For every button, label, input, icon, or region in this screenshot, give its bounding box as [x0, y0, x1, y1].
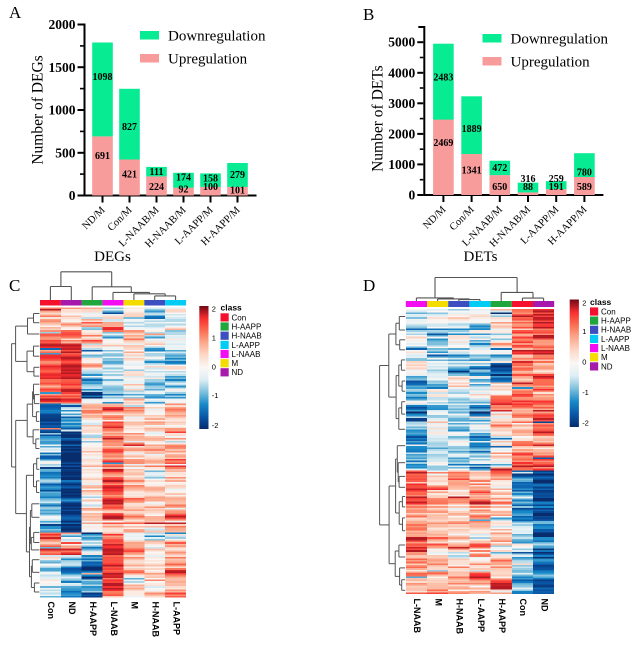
svg-text:Downregulation: Downregulation: [511, 32, 609, 48]
svg-text:L-NAAB: L-NAAB: [232, 350, 261, 359]
svg-text:H-NAAB: H-NAAB: [601, 326, 631, 335]
svg-text:M: M: [130, 602, 140, 610]
svg-text:2483: 2483: [433, 73, 453, 84]
svg-text:ND: ND: [67, 602, 77, 615]
svg-text:H-NAAB: H-NAAB: [455, 599, 465, 635]
svg-text:0: 0: [212, 363, 216, 372]
svg-text:class: class: [221, 303, 243, 313]
svg-text:1889: 1889: [462, 124, 482, 135]
svg-text:1500: 1500: [49, 60, 76, 75]
svg-text:B: B: [363, 5, 374, 24]
svg-text:1: 1: [582, 327, 586, 336]
svg-text:2469: 2469: [433, 138, 453, 149]
svg-text:2000: 2000: [388, 126, 415, 141]
svg-text:421: 421: [122, 170, 137, 181]
svg-text:L-AAPP: L-AAPP: [171, 602, 181, 636]
svg-text:-1: -1: [212, 391, 219, 400]
svg-text:691: 691: [95, 151, 110, 162]
svg-text:M: M: [433, 599, 443, 607]
svg-text:Con: Con: [46, 602, 56, 620]
svg-text:Upregulation: Upregulation: [511, 55, 591, 71]
svg-text:Upregulation: Upregulation: [168, 52, 248, 68]
svg-text:L-NAAB: L-NAAB: [601, 344, 630, 353]
svg-text:-2: -2: [212, 421, 219, 430]
svg-text:2: 2: [582, 299, 586, 308]
svg-text:H-NAAB: H-NAAB: [151, 602, 161, 638]
svg-text:L-AAPP: L-AAPP: [476, 599, 486, 633]
svg-text:4000: 4000: [388, 65, 415, 80]
svg-text:100: 100: [203, 182, 218, 193]
svg-text:L-AAPP: L-AAPP: [232, 341, 260, 350]
svg-text:589: 589: [577, 182, 592, 193]
svg-text:M: M: [601, 353, 608, 362]
svg-text:L-NAAB: L-NAAB: [412, 599, 422, 634]
svg-text:H-NAAB: H-NAAB: [232, 332, 262, 341]
svg-text:92: 92: [179, 185, 189, 196]
svg-text:class: class: [590, 297, 612, 307]
svg-text:Number of DEGs: Number of DEGs: [30, 55, 47, 164]
svg-text:M: M: [232, 359, 239, 368]
svg-text:88: 88: [523, 182, 533, 193]
svg-text:2000: 2000: [49, 17, 76, 32]
svg-text:-1: -1: [582, 388, 589, 397]
svg-text:101: 101: [230, 186, 245, 197]
svg-text:500: 500: [55, 145, 76, 160]
svg-text:259: 259: [549, 174, 564, 185]
svg-text:1000: 1000: [388, 157, 415, 172]
svg-text:L-NAAB: L-NAAB: [109, 602, 119, 637]
svg-text:5000: 5000: [388, 35, 415, 50]
svg-text:ND: ND: [539, 599, 549, 612]
svg-text:827: 827: [122, 122, 137, 133]
svg-text:H-AAPP: H-AAPP: [232, 322, 262, 331]
svg-text:A: A: [9, 3, 22, 22]
svg-text:DETs: DETs: [464, 249, 498, 265]
svg-text:D: D: [363, 276, 375, 295]
svg-text:111: 111: [150, 167, 164, 178]
svg-text:C: C: [9, 276, 20, 295]
svg-text:ND: ND: [601, 362, 613, 371]
svg-text:279: 279: [230, 170, 245, 181]
svg-text:L-AAPP: L-AAPP: [601, 335, 629, 344]
svg-text:158: 158: [203, 174, 218, 185]
svg-text:1341: 1341: [462, 165, 482, 176]
svg-text:DEGs: DEGs: [94, 249, 131, 265]
svg-text:1098: 1098: [93, 72, 113, 83]
svg-text:Con: Con: [232, 313, 247, 322]
svg-text:1000: 1000: [49, 103, 76, 118]
svg-text:174: 174: [176, 173, 191, 184]
svg-text:472: 472: [492, 163, 507, 174]
svg-text:Con: Con: [518, 599, 528, 617]
svg-text:Downregulation: Downregulation: [168, 29, 266, 45]
svg-text:224: 224: [149, 182, 164, 193]
svg-text:Con: Con: [601, 307, 616, 316]
svg-text:316: 316: [521, 174, 536, 185]
svg-text:Number of DETs: Number of DETs: [369, 65, 386, 172]
svg-text:ND: ND: [232, 368, 244, 377]
svg-text:2: 2: [212, 305, 216, 314]
svg-text:191: 191: [549, 182, 564, 193]
svg-text:0: 0: [409, 188, 416, 203]
svg-text:650: 650: [492, 182, 507, 193]
svg-text:H-AAPP: H-AAPP: [88, 602, 98, 637]
svg-text:3000: 3000: [388, 96, 415, 111]
svg-text:0: 0: [69, 188, 76, 203]
svg-text:H-AAPP: H-AAPP: [601, 317, 631, 326]
svg-text:-2: -2: [582, 418, 589, 427]
svg-text:780: 780: [577, 168, 592, 179]
svg-text:1: 1: [212, 334, 216, 343]
svg-text:0: 0: [582, 358, 586, 367]
svg-text:H-AAPP: H-AAPP: [497, 599, 507, 634]
